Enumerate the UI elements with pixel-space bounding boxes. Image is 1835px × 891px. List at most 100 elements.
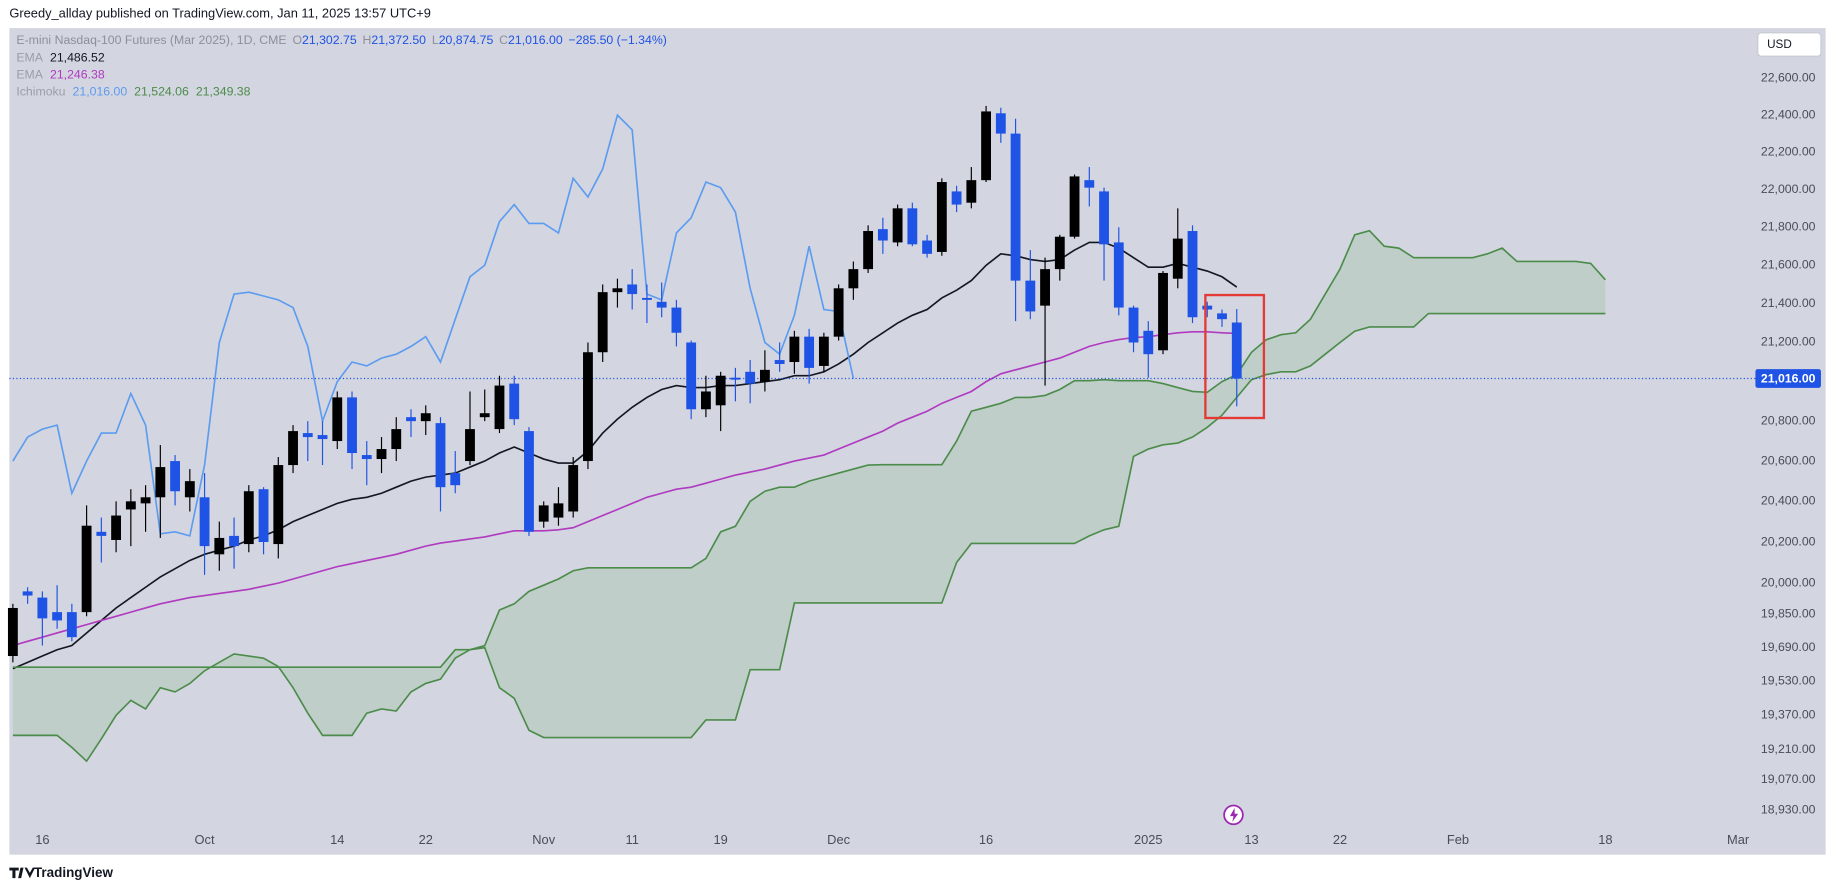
candle-body — [538, 505, 549, 522]
candle-body — [804, 336, 815, 368]
candle-body — [1187, 231, 1198, 318]
line-layer — [9, 113, 1756, 763]
candle-body — [1010, 133, 1021, 281]
y-tick-label: 22,600.00 — [1761, 71, 1816, 85]
candle-body — [863, 231, 874, 270]
candle-body — [1202, 305, 1213, 310]
y-tick-label: 19,370.00 — [1761, 708, 1816, 722]
candle-body — [347, 397, 357, 454]
candle-body — [627, 284, 638, 295]
candle-body — [1217, 313, 1227, 320]
candle-body — [66, 612, 77, 638]
indicator-value: 21,016.00 — [73, 85, 128, 99]
x-tick-label: 16 — [979, 832, 993, 847]
candle-body — [22, 591, 33, 596]
currency-box[interactable] — [1757, 32, 1822, 57]
y-tick-label: 18,930.00 — [1761, 802, 1816, 816]
ohlc-value: 21,302.75 — [302, 33, 357, 47]
candle-body — [229, 535, 239, 547]
candle-body — [420, 413, 431, 422]
candle-body — [907, 208, 918, 245]
indicator-name: EMA — [16, 68, 43, 82]
indicator-value: 21,246.38 — [50, 68, 105, 82]
y-tick-label: 22,000.00 — [1761, 182, 1816, 196]
candle-body — [361, 455, 372, 460]
x-tick-label: Mar — [1727, 832, 1750, 847]
candle-body — [995, 113, 1006, 134]
candle-body — [376, 449, 387, 460]
ohlc-value: 21,372.50 — [371, 33, 426, 47]
indicator-value: 21,486.52 — [50, 51, 105, 65]
indicator-value: 21,349.38 — [196, 85, 251, 99]
candle-body — [966, 180, 977, 203]
indicator-line — [12, 312, 1606, 739]
instrument-legend: E-mini Nasdaq-100 Futures (Mar 2025), 1D… — [16, 33, 666, 47]
candle-body — [553, 503, 564, 518]
candle-body — [184, 481, 195, 498]
instrument-title: E-mini Nasdaq-100 Futures (Mar 2025), 1D… — [16, 33, 286, 47]
candle-body — [745, 371, 756, 384]
text-layer: 22,600.00 22,400.00 22,200.00 22,000.00 21,8… — [16, 33, 1821, 847]
y-tick-label: 22,400.00 — [1761, 107, 1816, 121]
ohlc-value: 20,874.75 — [439, 33, 494, 47]
y-tick-label: 20,000.00 — [1761, 575, 1816, 589]
candle-body — [435, 423, 446, 488]
candle-body — [730, 377, 741, 380]
candle-body — [1113, 242, 1124, 308]
candle-body — [1143, 330, 1154, 355]
ohlc-label: O — [292, 33, 302, 47]
candle-body — [479, 413, 490, 418]
candle-body — [199, 497, 210, 547]
candle-body — [332, 397, 343, 442]
candle-body — [1128, 307, 1139, 343]
indicator-name: EMA — [16, 51, 43, 65]
x-tick-label: 16 — [35, 832, 49, 847]
candle-body — [317, 435, 328, 440]
candle-body — [759, 369, 770, 382]
x-tick-label: Oct — [195, 832, 215, 847]
candle-body — [273, 465, 284, 545]
candle-body — [642, 297, 652, 300]
x-tick-label: Nov — [532, 832, 555, 847]
x-tick-label: 19 — [714, 832, 728, 847]
candle-body — [656, 301, 667, 308]
indicator-line — [12, 330, 1237, 647]
x-tick-label: 13 — [1244, 832, 1258, 847]
y-tick-label: 21,400.00 — [1761, 296, 1816, 310]
candle-body — [833, 288, 844, 337]
y-tick-label: 21,600.00 — [1761, 258, 1816, 272]
candle-body — [877, 229, 888, 241]
candle-body — [1054, 236, 1065, 270]
candle-body — [597, 292, 608, 353]
candle-body — [671, 307, 682, 333]
change: −285.50 (−1.34%) — [569, 33, 667, 47]
event-icon-bolt — [1229, 807, 1239, 822]
candle-body — [715, 375, 726, 406]
y-tick-label: 20,800.00 — [1761, 413, 1816, 427]
candle-body — [789, 336, 800, 363]
candle-body — [936, 182, 947, 252]
candle-layer — [7, 105, 1242, 663]
candle-body — [774, 360, 785, 364]
candle-body — [111, 515, 122, 540]
candle-body — [848, 269, 859, 289]
candle-body — [509, 383, 520, 420]
y-tick-label: 19,070.00 — [1761, 772, 1816, 786]
candle-body — [981, 111, 991, 181]
candle-body — [524, 431, 534, 532]
y-tick-label: 20,200.00 — [1761, 534, 1816, 548]
y-tick-label: 21,200.00 — [1761, 335, 1816, 349]
candle-body — [818, 336, 829, 366]
cloud-layer — [12, 230, 1606, 762]
candle-body — [494, 385, 505, 430]
indicator-value: 21,524.06 — [134, 85, 189, 99]
indicator-legend: EMA 21,246.38 — [16, 68, 104, 82]
candle-body — [1099, 191, 1109, 245]
last-price-box — [1755, 369, 1821, 388]
candle-body — [1231, 322, 1242, 379]
candle-body — [1172, 238, 1183, 279]
currency: USD — [1767, 38, 1792, 51]
candle-body — [568, 465, 579, 512]
candle-body — [258, 489, 269, 543]
